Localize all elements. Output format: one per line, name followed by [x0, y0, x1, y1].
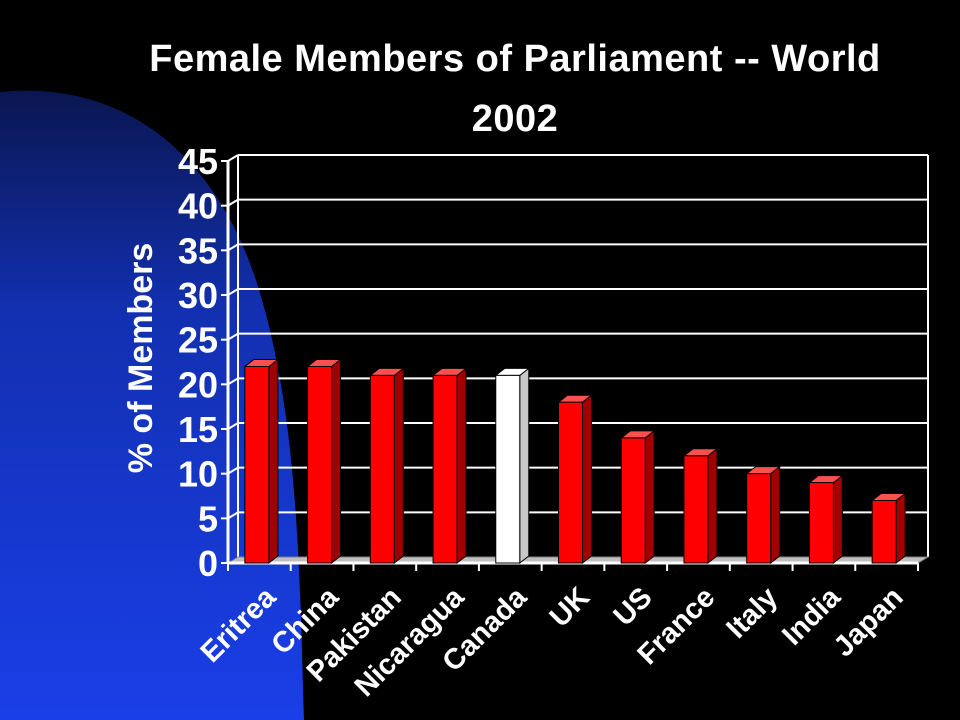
chart-title-line-1: Female Members of Parliament -- World: [149, 38, 881, 80]
bar: [368, 367, 405, 565]
y-tick-label: 10: [178, 454, 218, 495]
x-tick-label: UK: [544, 581, 596, 633]
gridline-side: [227, 377, 239, 386]
bar: [870, 492, 907, 565]
bar: [243, 358, 280, 565]
gridline-side: [227, 154, 239, 162]
x-tick-label: Japan: [828, 581, 910, 663]
y-tick-label: 20: [178, 364, 218, 405]
bar: [745, 465, 782, 565]
x-tick-label: Italy: [720, 581, 784, 645]
y-tick-label: 30: [178, 275, 218, 316]
y-tick-label: 15: [178, 409, 218, 450]
bar: [619, 429, 656, 565]
bar-front: [495, 374, 521, 564]
gridline-side: [227, 198, 239, 207]
bar-side: [644, 429, 655, 565]
bar-side: [456, 367, 467, 565]
bar-side: [770, 465, 781, 565]
bar-front: [871, 499, 897, 564]
gridline-side: [227, 511, 239, 520]
chart-title-line-2: 2002: [471, 98, 559, 140]
bar-front: [683, 455, 709, 564]
y-tick-label: 0: [198, 543, 218, 584]
y-tick-label: 45: [178, 141, 218, 182]
x-tick-label: Eritrea: [195, 581, 283, 669]
gridline-side: [227, 422, 239, 430]
bar-side: [582, 394, 592, 565]
bar-front: [432, 374, 458, 564]
bar-front: [307, 365, 333, 564]
x-tick-label: US: [608, 581, 659, 632]
bar-front: [558, 401, 583, 564]
bar-side: [519, 367, 530, 565]
gridline-side: [227, 466, 239, 475]
y-tick-label: 40: [178, 186, 218, 227]
bar-front: [620, 437, 646, 564]
y-tick-label: 5: [198, 498, 218, 539]
bar: [557, 394, 593, 565]
bar: [494, 367, 531, 565]
bar-side: [331, 358, 342, 565]
y-tick-label: 25: [178, 320, 218, 361]
bars: [243, 358, 907, 565]
bar-side: [268, 358, 279, 565]
y-axis-label: % of Members: [122, 243, 160, 474]
gridline-side: [227, 288, 239, 296]
bar-side: [895, 492, 906, 565]
bar: [431, 367, 468, 565]
bar-side: [832, 474, 843, 565]
bar-front: [808, 482, 834, 564]
y-tick-label: 35: [178, 230, 218, 271]
bar-front: [746, 473, 772, 564]
bar-front: [244, 365, 270, 564]
gridline-side: [227, 243, 239, 252]
bar: [306, 358, 343, 565]
bar-side: [707, 447, 718, 565]
bar: [807, 474, 844, 565]
bar: [682, 447, 719, 565]
bar-front: [369, 374, 395, 564]
bar-side: [393, 367, 404, 565]
gridline-side: [227, 332, 239, 341]
